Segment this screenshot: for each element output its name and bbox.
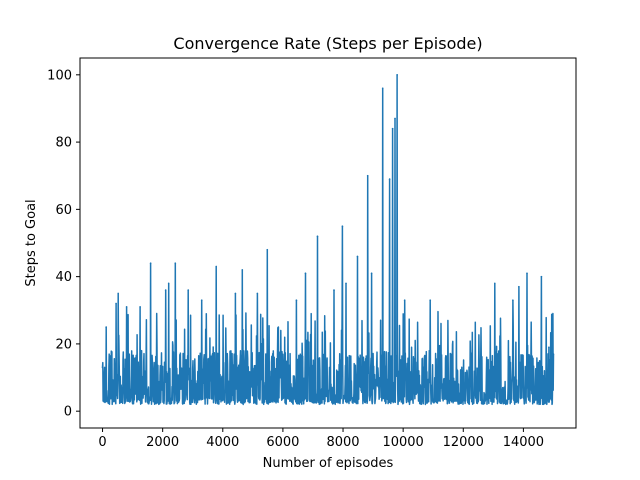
data-point-peak	[518, 285, 520, 288]
x-tick-label: 0	[98, 435, 106, 450]
y-tick-label: 0	[64, 405, 72, 420]
x-tick-label: 12000	[443, 435, 484, 450]
data-point-peak	[164, 289, 167, 291]
series-line-steps	[101, 74, 555, 406]
data-point-peak	[403, 299, 406, 301]
x-tick-label: 14000	[503, 435, 544, 450]
y-tick-label: 20	[55, 337, 72, 352]
data-point-peak	[295, 299, 298, 301]
data-point-peak	[391, 127, 394, 130]
data-point-peak	[200, 299, 203, 301]
data-point-peak	[234, 292, 237, 295]
data-point-peak	[117, 292, 119, 295]
data-point-peak	[494, 282, 496, 285]
data-point-peak	[125, 306, 128, 308]
data-point-peak	[174, 262, 177, 264]
data-point-peak	[381, 87, 384, 90]
data-point-peak	[512, 299, 514, 301]
y-tick-label: 40	[55, 270, 72, 285]
data-point-peak	[101, 366, 104, 369]
data-point-peak	[105, 326, 107, 328]
y-tick-label: 100	[47, 68, 72, 83]
data-point-peak	[526, 272, 528, 275]
data-point-peak	[341, 225, 344, 227]
series-layer	[101, 74, 555, 406]
y-axis-label: Steps to Goal	[24, 199, 39, 286]
data-point-peak	[356, 255, 359, 258]
data-point-peak	[552, 353, 555, 355]
data-point-peak	[115, 302, 117, 305]
data-point-peak	[187, 289, 190, 291]
data-point-peak	[266, 248, 269, 251]
data-point-peak	[241, 269, 244, 271]
data-point-peak	[396, 74, 398, 76]
data-point-peak	[388, 178, 391, 180]
data-point-peak	[316, 235, 319, 238]
x-tick-label: 2000	[146, 435, 179, 450]
data-point-peak	[345, 282, 347, 285]
x-axis: 0 2000 4000 6000 8000 10000 12000 14000	[98, 428, 544, 450]
y-tick-label: 60	[55, 203, 72, 218]
data-point-peak	[215, 265, 217, 268]
data-point-peak	[548, 346, 550, 349]
data-point-peak	[333, 289, 335, 291]
y-tick-label: 80	[55, 136, 72, 151]
data-point-peak	[370, 272, 373, 275]
x-axis-label: Number of episodes	[263, 456, 394, 471]
data-point-peak	[394, 117, 396, 120]
chart-title: Convergence Rate (Steps per Episode)	[173, 34, 482, 53]
y-axis: 0 20 40 60 80 100	[47, 68, 80, 420]
data-point-peak	[139, 306, 141, 308]
x-tick-label: 10000	[382, 435, 423, 450]
x-tick-label: 6000	[266, 435, 299, 450]
x-tick-label: 4000	[206, 435, 239, 450]
data-point-peak	[256, 292, 259, 295]
data-point-peak	[429, 299, 432, 301]
x-tick-label: 8000	[326, 435, 359, 450]
data-point-peak	[149, 262, 152, 264]
data-point-peak	[304, 272, 307, 275]
axes-frame	[79, 57, 577, 429]
data-point-peak	[366, 174, 369, 177]
data-point-peak	[167, 282, 170, 285]
data-point-peak	[540, 275, 543, 278]
